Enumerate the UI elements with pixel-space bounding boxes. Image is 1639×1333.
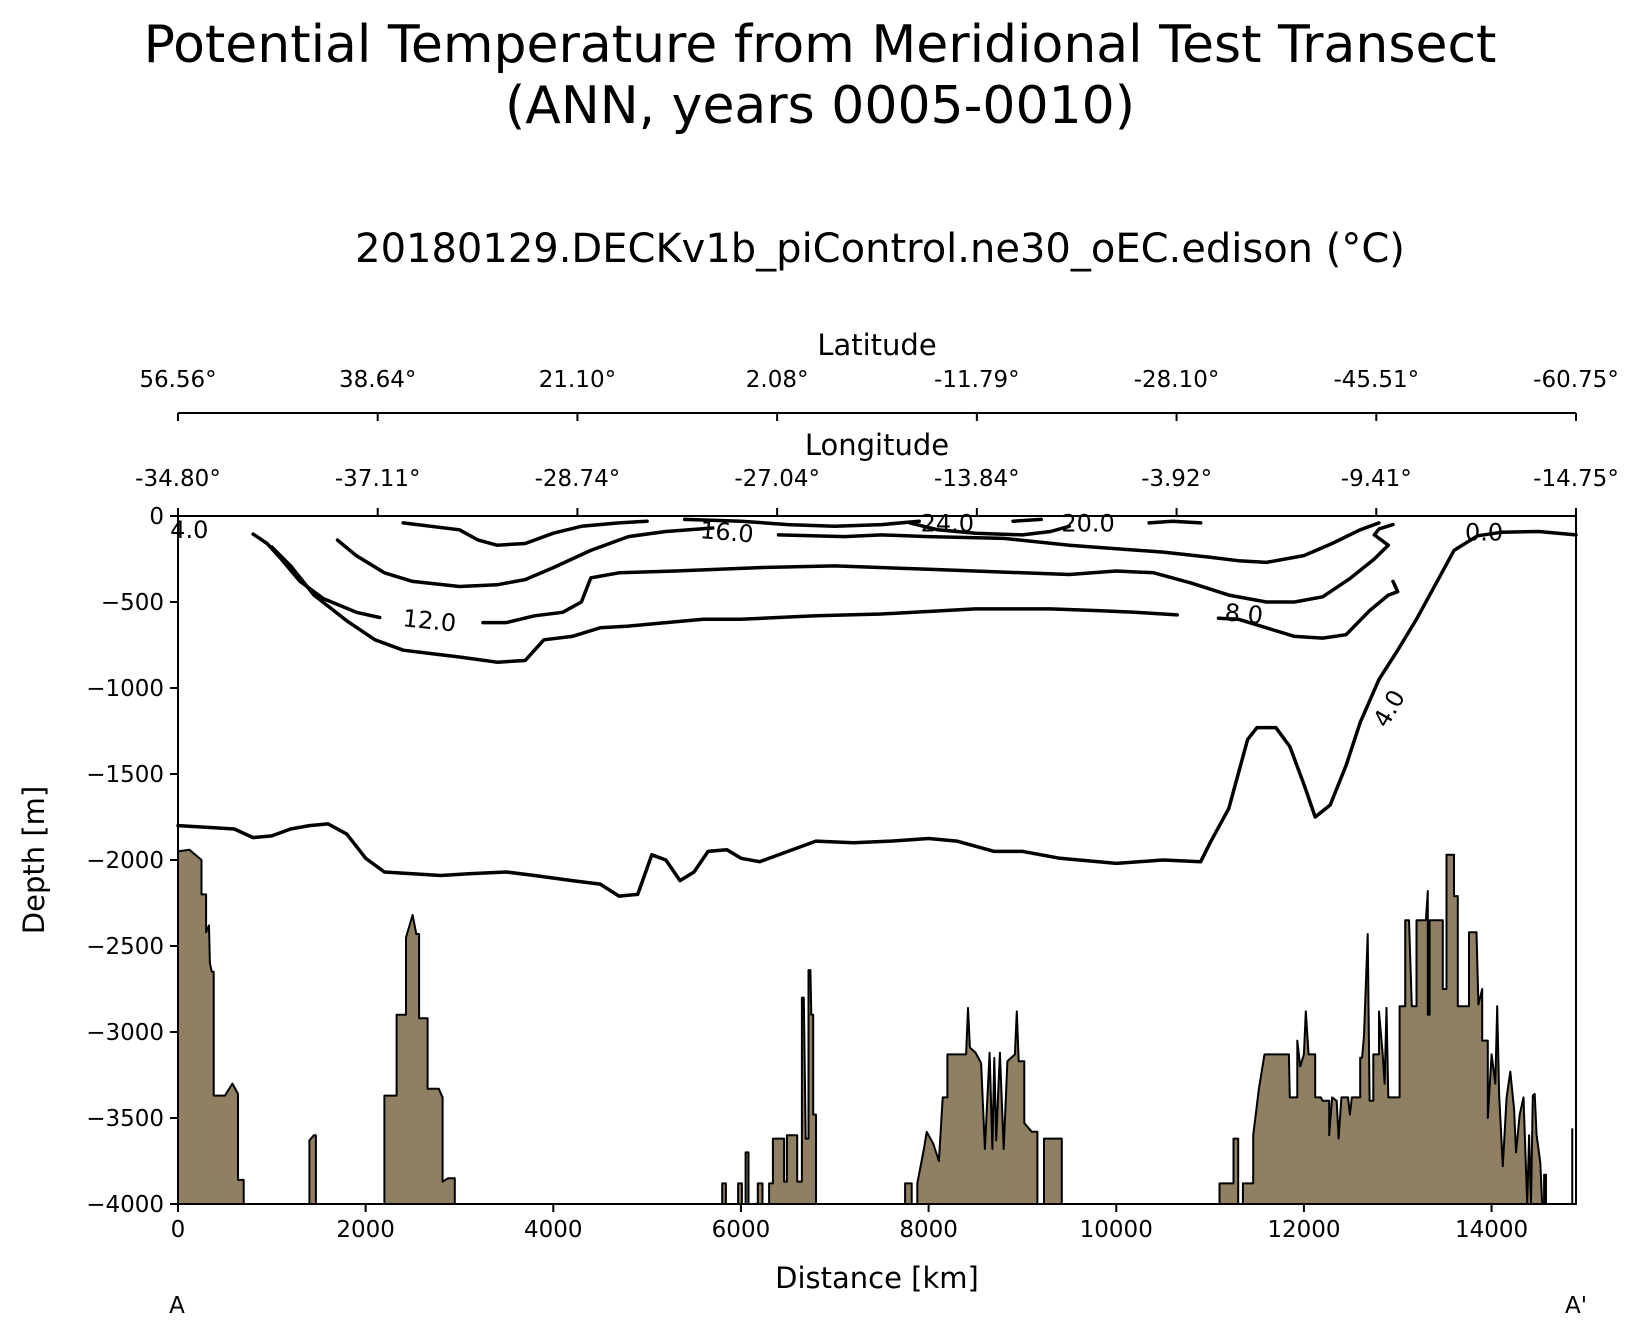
x-tick-label: 4000 [524, 1217, 583, 1243]
y-tick-label: −4000 [86, 1192, 164, 1218]
x-tick-label: 2000 [336, 1217, 395, 1243]
x-tick-label: 0 [171, 1217, 186, 1243]
longitude-tick-label: -34.80° [135, 466, 221, 492]
x-tick-label: 12000 [1267, 1217, 1340, 1243]
longitude-tick-label: -14.75° [1533, 466, 1619, 492]
contour-label: 16.0 [699, 516, 755, 549]
contour-line-20 [1147, 519, 1203, 525]
longitude-tick-label: -27.04° [734, 466, 820, 492]
contour-line-12 [251, 532, 382, 620]
contour-line-4 [176, 529, 1578, 898]
longitude-tick-label: -13.84° [934, 466, 1020, 492]
latitude-tick-label: -11.79° [934, 367, 1020, 393]
longitude-tick-label: -37.11° [335, 466, 421, 492]
x-tick-label: 10000 [1080, 1217, 1153, 1243]
y-axis: 0 −500 −1000 −1500 −2000 −2500 −3000 −3500 −4000 [86, 504, 178, 1218]
x-axis: 0 2000 4000 6000 8000 10000 12000 14000 [171, 1204, 1528, 1243]
longitude-tick-label: -9.41° [1341, 466, 1412, 492]
latitude-tick-label: -60.75° [1533, 367, 1619, 393]
contour-layer [176, 517, 1578, 898]
y-axis-label: Depth [m] [17, 786, 51, 934]
contour-label-layer: 4.012.016.0 24.0 20.08.00.04.0 [170, 510, 1503, 732]
contour-label: 0.0 [1465, 518, 1503, 546]
latitude-tick-label: 38.64° [339, 367, 416, 393]
x-axis-label: Distance [km] [775, 1261, 979, 1295]
suptitle-line-2: (ANN, years 0005-0010) [505, 76, 1135, 136]
contour-line-12 [481, 522, 1395, 625]
contour-line-16 [335, 526, 715, 589]
longitude-axis: Longitude -34.80° -37.11° -28.74° -27.04° -1… [135, 428, 1619, 516]
longitude-tick-label: -3.92° [1141, 466, 1212, 492]
y-tick-label: −1500 [86, 762, 164, 788]
x-tick-label: 6000 [712, 1217, 771, 1243]
latitude-axis-label: Latitude [817, 328, 936, 362]
y-tick-label: −2500 [86, 934, 164, 960]
y-tick-label: −1000 [86, 676, 164, 702]
contour-label: 20.0 [1061, 510, 1114, 538]
latitude-tick-label: -28.10° [1134, 367, 1220, 393]
contour-line-8 [270, 545, 1179, 664]
longitude-tick-label: -28.74° [535, 466, 621, 492]
latitude-tick-label: 2.08° [746, 367, 809, 393]
y-tick-label: −3000 [86, 1020, 164, 1046]
bathymetry-layer [177, 848, 1574, 1205]
contour-line-20 [401, 519, 649, 547]
contour-label: 24.0 [921, 510, 974, 538]
latitude-axis: Latitude 56.56° 38.64° 21.10° 2.08° -11.79° -… [139, 328, 1619, 421]
x-tick-label: 14000 [1455, 1217, 1528, 1243]
contour-label: 8.0 [1224, 598, 1264, 629]
contour-line-20 [908, 521, 1072, 537]
x-tick-label: 8000 [899, 1217, 958, 1243]
endpoint-label-start: A [169, 1293, 185, 1319]
contour-line-24 [1011, 517, 1043, 523]
contour-label: 4.0 [170, 516, 208, 544]
contour-label: 12.0 [401, 604, 457, 637]
endpoint-label-end: A' [1565, 1293, 1587, 1319]
bathymetry-fill [177, 848, 1547, 1205]
y-tick-label: −3500 [86, 1106, 164, 1132]
plot-title: 20180129.DECKv1b_piControl.ne30_oEC.edis… [355, 226, 1405, 272]
plot-area: 4.012.016.0 24.0 20.08.00.04.0 [170, 510, 1578, 1205]
y-tick-label: −500 [101, 590, 164, 616]
contour-line-8 [1216, 579, 1400, 640]
latitude-tick-label: 56.56° [139, 367, 216, 393]
y-tick-label: 0 [149, 504, 164, 530]
latitude-tick-label: 21.10° [539, 367, 616, 393]
suptitle-line-1: Potential Temperature from Meridional Te… [144, 15, 1497, 75]
longitude-axis-label: Longitude [805, 428, 949, 462]
y-tick-label: −2000 [86, 848, 164, 874]
contour-line-16 [776, 521, 1381, 565]
contour-line-24 [682, 517, 921, 529]
latitude-tick-label: -45.51° [1333, 367, 1419, 393]
